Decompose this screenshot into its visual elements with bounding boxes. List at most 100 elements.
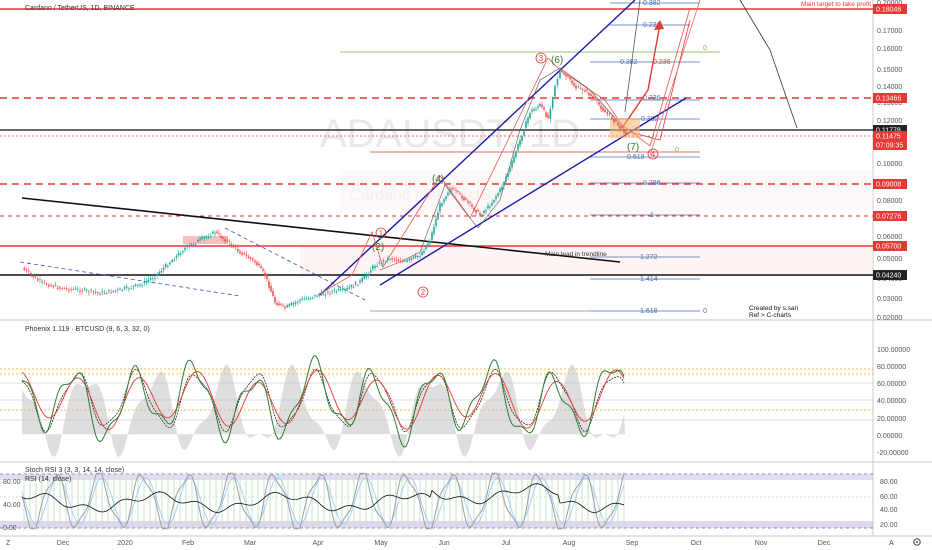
time-axis[interactable]: Dec 2020 Feb Mar Apr May Jun Jul Aug Sep Oct Nov Dec	[57, 540, 831, 547]
fib-level-label: 0.236	[643, 95, 661, 102]
candle	[90, 287, 92, 293]
candle	[427, 240, 429, 248]
candle	[278, 300, 280, 307]
candle	[61, 286, 64, 291]
price-tag: 0.05700	[873, 241, 907, 251]
candle	[625, 129, 627, 137]
candle	[545, 110, 547, 119]
candle	[497, 191, 499, 198]
svg-text:07:09:35: 07:09:35	[876, 143, 903, 150]
candle	[535, 106, 537, 112]
auto-scale-button[interactable]: A	[889, 540, 894, 547]
candle	[268, 278, 270, 291]
candle	[461, 193, 463, 201]
candle	[218, 229, 220, 237]
candle	[256, 260, 258, 267]
candle	[63, 286, 66, 290]
candle	[473, 206, 475, 212]
candle	[36, 276, 39, 282]
candle	[363, 273, 366, 280]
x-tick-label: Dec	[57, 540, 70, 547]
candle	[141, 283, 143, 288]
candle	[459, 191, 461, 196]
candle	[425, 244, 427, 251]
wave-label: 1	[379, 229, 384, 238]
candle	[173, 257, 176, 263]
y-tick-label: 0.20000	[877, 0, 902, 7]
y-tick-label: 60.00	[880, 494, 898, 501]
gear-icon[interactable]	[913, 538, 921, 546]
timezone-button[interactable]: Z	[6, 540, 11, 547]
fib-level-label: 0.382	[643, 0, 661, 7]
wave-label: (2)	[372, 242, 384, 253]
candle	[119, 287, 121, 291]
candle	[554, 84, 556, 100]
candle	[39, 276, 41, 284]
candle	[297, 299, 299, 306]
candle	[575, 82, 577, 92]
candle	[79, 287, 81, 296]
candle	[171, 258, 173, 264]
y-tick-label: 20.00000	[877, 416, 906, 423]
y-tick-label: 100.00000	[877, 347, 910, 354]
price-tag: 0.07276	[873, 211, 907, 221]
candle	[621, 124, 623, 130]
svg-text:0.11475: 0.11475	[876, 134, 901, 141]
candle	[147, 276, 150, 285]
rsi-title: RSI (14, close)	[25, 476, 71, 483]
candle	[322, 291, 325, 296]
candle	[112, 289, 115, 294]
candle	[547, 111, 549, 120]
candle	[201, 234, 203, 241]
y-tick-label: 80.00000	[877, 364, 906, 371]
candle	[559, 69, 561, 80]
phoenix-histogram	[22, 364, 625, 457]
wave-label: 3	[539, 54, 544, 63]
candle	[224, 236, 226, 244]
candle	[23, 265, 26, 272]
candle	[169, 261, 171, 266]
candle	[543, 105, 545, 112]
candle	[539, 102, 541, 108]
candle	[372, 264, 374, 272]
fib-level-label: 0.236	[643, 22, 661, 29]
candle	[483, 209, 485, 217]
candle	[99, 291, 101, 296]
phoenix-title: Phoenix 1.119 · BTCUSD (9, 6, 3, 32, 0)	[25, 326, 150, 333]
candle	[421, 249, 423, 257]
candle	[156, 272, 158, 280]
candle	[384, 260, 387, 264]
candle	[94, 288, 97, 295]
candle	[192, 242, 195, 248]
candle	[262, 267, 264, 273]
candle	[380, 261, 383, 266]
candle	[128, 286, 130, 293]
candle	[59, 285, 61, 292]
candle	[284, 304, 286, 312]
price-tag: 0.18046	[873, 4, 907, 14]
candle	[32, 274, 35, 280]
candle	[556, 76, 559, 89]
candle	[602, 104, 604, 113]
candle	[393, 256, 396, 263]
candle	[56, 285, 59, 291]
candle	[237, 245, 239, 254]
candle	[252, 257, 254, 263]
candle	[232, 243, 235, 249]
candle	[429, 238, 431, 247]
candle	[96, 290, 99, 296]
candle	[399, 257, 402, 264]
candle	[354, 280, 357, 287]
stoch-k-line	[21, 472, 625, 530]
y-tick-label: 0.08000	[877, 198, 902, 205]
candle	[25, 267, 28, 273]
candle	[41, 279, 44, 285]
candle	[247, 254, 250, 260]
candle	[220, 233, 222, 240]
candle	[179, 251, 182, 257]
candle	[376, 262, 378, 268]
candle	[367, 272, 370, 279]
candle	[501, 183, 503, 194]
candle	[76, 285, 79, 293]
